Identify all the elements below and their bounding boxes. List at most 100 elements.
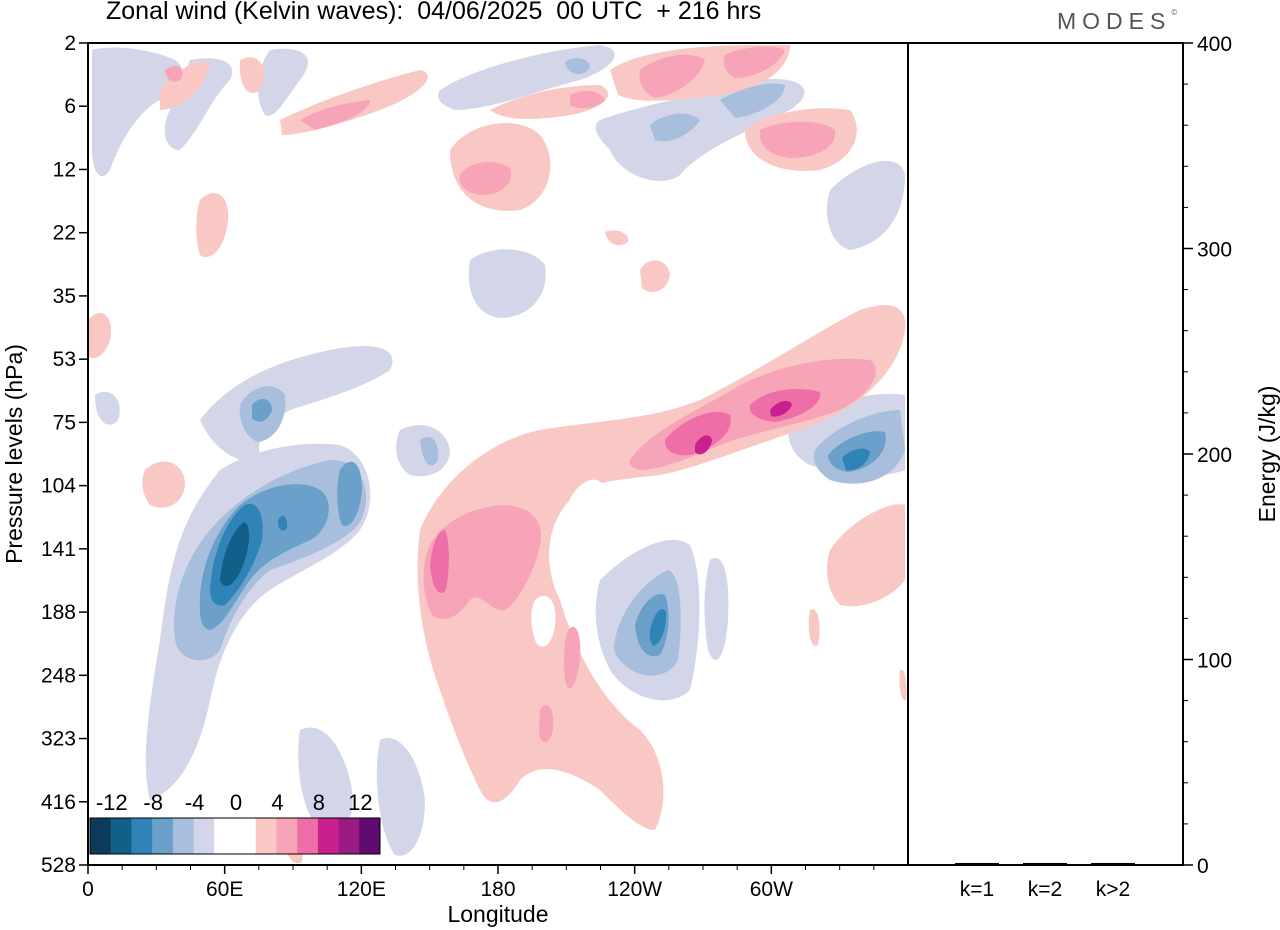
y-tick-label: 141	[41, 538, 76, 561]
colorbar-swatch	[276, 818, 298, 854]
y-tick-label: 528	[41, 854, 76, 877]
contour-neg-12	[220, 522, 250, 587]
y-tick-label: 35	[53, 285, 76, 308]
contour-patch	[423, 505, 541, 620]
contour-patch	[539, 705, 554, 742]
contour-patch	[337, 461, 362, 526]
x-axis-label: Longitude	[447, 901, 548, 927]
zero-holes	[531, 479, 606, 647]
energy-category-label: k>2	[1096, 878, 1130, 901]
energy-y-tick-label: 200	[1197, 444, 1232, 467]
colorbar-swatch	[338, 818, 360, 854]
colorbar-swatch	[131, 818, 153, 854]
contour-patch	[220, 522, 250, 587]
contour-patch	[196, 192, 229, 257]
colorbar-swatch	[152, 818, 174, 854]
y-tick-label: 53	[53, 348, 76, 371]
colorbar-swatch	[110, 818, 132, 854]
contour-patch	[88, 312, 111, 359]
contour-patch	[252, 398, 272, 422]
contour-patch	[826, 160, 905, 250]
colorbar-outline	[89, 817, 381, 855]
y-axis-label: Pressure levels (hPa)	[1, 344, 27, 564]
y-tick-label: 6	[64, 95, 76, 118]
x-tick-label: 60E	[206, 878, 243, 901]
contour-patch	[430, 530, 449, 593]
contour-patch	[759, 121, 836, 158]
contour-pos-8	[695, 400, 792, 455]
energy-category-label: k=2	[1028, 878, 1062, 901]
energy-bar-chart: 0 100 200 300 400 k=1 k=2 k>2	[955, 33, 1232, 901]
colorbar-swatch	[172, 818, 195, 854]
modes-logo: MODES©	[1057, 8, 1177, 35]
contour-patch	[300, 100, 370, 130]
contour-patch	[459, 161, 511, 195]
wind-field	[88, 45, 907, 864]
energy-y-tick-label: 300	[1197, 239, 1232, 262]
contour-patch	[468, 249, 546, 318]
colorbar-swatch	[297, 818, 319, 854]
contour-patch	[695, 435, 712, 455]
colorbar-swatch	[317, 818, 340, 854]
contour-patch	[92, 47, 183, 177]
contour-patch	[605, 230, 629, 246]
brand-text: MODES	[1057, 8, 1172, 34]
energy-y-tick-label: 100	[1197, 650, 1232, 673]
colorbar-swatch	[359, 818, 381, 854]
y-tick-label: 22	[53, 222, 76, 245]
contour-patch	[770, 400, 792, 417]
colorbar-swatch	[90, 818, 112, 854]
y-tick-label: 248	[41, 664, 76, 687]
x-tick-label: 60W	[750, 878, 793, 901]
contour-patch	[95, 391, 120, 425]
colorbar: -12 -8 -4 0 4 8 12	[89, 790, 381, 855]
contour-patch	[570, 90, 605, 109]
colorbar-swatch	[193, 818, 215, 854]
contour-patch	[239, 57, 264, 94]
contour-patch	[200, 346, 393, 461]
x-tick-label: 120E	[337, 878, 386, 901]
chart-title: Zonal wind (Kelvin waves): 04/06/2025 00…	[106, 0, 762, 25]
colorbar-tick-label: 0	[230, 790, 242, 815]
brand-mark: ©	[1171, 8, 1178, 17]
colorbar-swatch	[235, 818, 257, 854]
colorbar-tick-label: 12	[348, 790, 372, 815]
y-tick-label: 323	[41, 728, 76, 751]
colorbar-swatch	[214, 818, 236, 854]
contour-patch	[899, 669, 907, 701]
contour-patch	[564, 479, 606, 575]
y-tick-label: 104	[41, 475, 76, 498]
contour-patch	[704, 558, 729, 660]
contour-patch	[531, 595, 556, 647]
energy-bar	[955, 862, 999, 865]
energy-bar	[1091, 862, 1135, 865]
energy-y-tick-label: 0	[1197, 855, 1209, 878]
y-tick-label: 12	[53, 158, 76, 181]
energy-frame	[907, 42, 1184, 866]
contour-patch	[160, 61, 210, 110]
y-tick-label: 75	[53, 411, 76, 434]
x-tick-label: 120W	[607, 878, 662, 901]
heatmap-y-axis: 2 6 12 22 35 53 75 104 141 188 248 323 416 528	[41, 32, 88, 877]
contour-patch	[650, 113, 700, 142]
y-tick-label: 188	[41, 601, 76, 624]
y-tick-label: 2	[64, 32, 76, 55]
energy-category-label: k=1	[960, 878, 994, 901]
x-tick-label: 0	[82, 878, 94, 901]
energy-axis-label: Energy (J/kg)	[1254, 386, 1280, 523]
colorbar-tick-label: 8	[313, 790, 325, 815]
contour-patch	[664, 411, 731, 456]
x-tick-label: 180	[480, 878, 515, 901]
contour-patch	[723, 46, 785, 78]
contour-patch	[277, 515, 288, 531]
contour-patch	[417, 305, 906, 830]
colorbar-tick-label: 4	[271, 790, 283, 815]
contour-patch	[640, 260, 670, 292]
y-tick-label: 416	[41, 791, 76, 814]
contour-patch	[142, 461, 185, 508]
contour-patch	[842, 448, 870, 471]
contour-patch	[564, 626, 581, 689]
colorbar-tick-label: -12	[96, 790, 128, 815]
